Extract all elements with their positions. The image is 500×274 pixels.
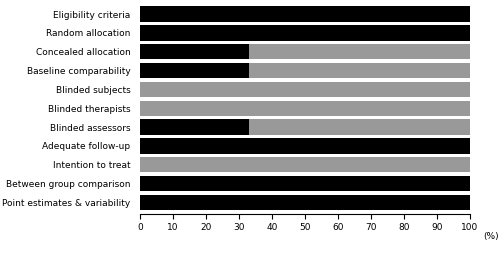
Bar	[140, 25, 470, 41]
Bar	[249, 44, 470, 59]
Bar	[249, 63, 470, 78]
Bar	[140, 63, 249, 78]
Bar	[140, 176, 470, 191]
Bar	[140, 138, 470, 154]
Bar	[249, 119, 470, 135]
Bar	[140, 101, 470, 116]
Bar	[140, 82, 470, 97]
Bar	[140, 6, 470, 22]
Bar	[140, 44, 249, 59]
Bar	[140, 119, 249, 135]
Bar	[140, 195, 470, 210]
Text: (%): (%)	[483, 232, 499, 241]
Bar	[140, 157, 470, 172]
